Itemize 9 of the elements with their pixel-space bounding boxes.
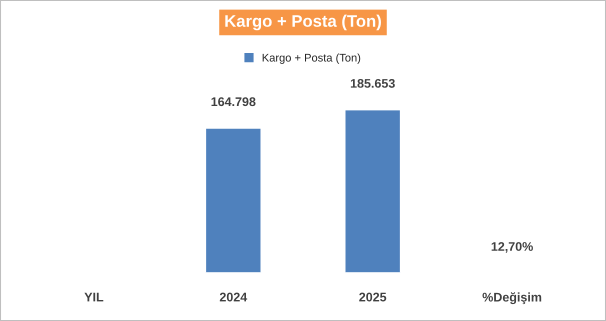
data-label: 185.653 <box>350 78 395 88</box>
legend-label: Kargo + Posta (Ton) <box>262 53 360 64</box>
x-tick-label: 2024 <box>220 292 248 302</box>
x-tick-label: YIL <box>84 292 104 302</box>
data-label: 164.798 <box>212 97 256 106</box>
data-label: 12,70% <box>492 242 533 253</box>
chart-title: Kargo + Posta (Ton) <box>225 14 381 30</box>
x-tick-label: 2025 <box>359 292 386 302</box>
x-tick-label: %Değişim <box>482 292 542 304</box>
